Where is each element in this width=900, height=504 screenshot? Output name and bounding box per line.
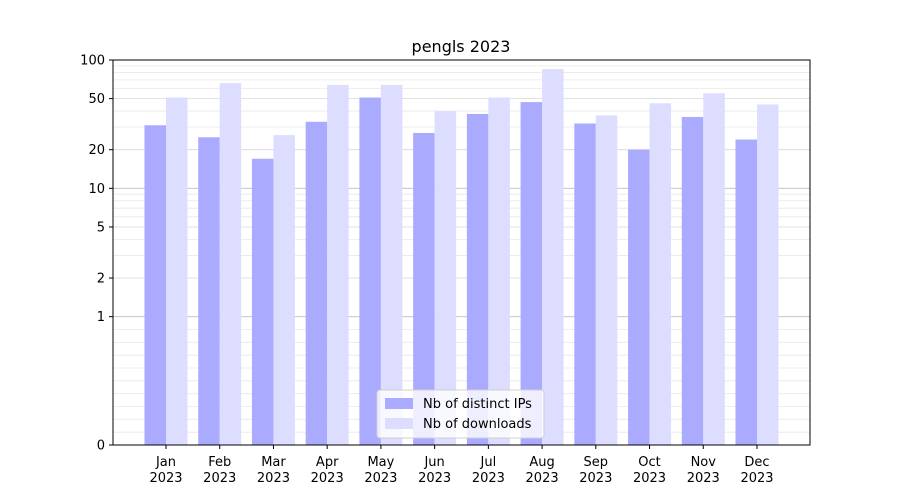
legend-label: Nb of downloads — [423, 417, 532, 432]
legend-swatch — [385, 418, 413, 429]
chart-title: pengls 2023 — [412, 37, 511, 56]
bars — [144, 69, 779, 446]
bar-distinct-ips — [413, 132, 435, 446]
x-axis: Jan 2023 Feb 2023 Mar 2023 Apr 2023 May 2023 Jun 20… — [149, 445, 774, 486]
y-tick-label: 50 — [88, 92, 105, 107]
bar-downloads — [380, 84, 403, 446]
bar-downloads — [488, 97, 510, 445]
x-tick-label: Aug 2023 — [526, 455, 559, 486]
y-tick-label: 10 — [88, 182, 105, 197]
x-tick-label: Jul 2023 — [472, 455, 505, 486]
plot-frame — [112, 59, 811, 446]
legend-label: Nb of distinct IPs — [423, 397, 532, 412]
bar-downloads — [649, 103, 672, 445]
bar-distinct-ips — [574, 123, 596, 446]
x-tick-label: Dec 2023 — [740, 455, 773, 486]
bar-downloads — [757, 104, 779, 445]
bar-distinct-ips — [520, 102, 543, 445]
x-tick-label: Nov 2023 — [687, 455, 720, 486]
bar-distinct-ips — [681, 116, 704, 446]
bar-downloads — [434, 111, 457, 445]
x-tick-label: Jun 2023 — [418, 455, 451, 486]
bar-downloads — [327, 84, 349, 446]
x-tick-label: Apr 2023 — [311, 455, 344, 486]
bar-distinct-ips — [198, 137, 220, 446]
y-tick-label: 2 — [97, 272, 105, 287]
legend-swatch — [385, 398, 413, 409]
bar-downloads — [595, 115, 618, 445]
x-tick-label: Jan 2023 — [149, 455, 182, 486]
legend: Nb of distinct IPs Nb of downloads — [376, 389, 545, 439]
x-tick-label: Sep 2023 — [579, 455, 612, 486]
x-tick-label: May 2023 — [364, 455, 397, 486]
bar-downloads — [273, 135, 295, 445]
bar-distinct-ips — [466, 113, 489, 446]
bar-distinct-ips — [305, 121, 328, 445]
bar-distinct-ips — [144, 125, 166, 446]
bar-downloads — [219, 83, 242, 445]
bar-distinct-ips — [735, 139, 757, 445]
bar-distinct-ips — [628, 149, 650, 445]
bar-distinct-ips — [359, 97, 381, 445]
y-tick-label: 1 — [97, 310, 105, 325]
x-tick-label: Oct 2023 — [633, 455, 666, 486]
bar-distinct-ips — [251, 158, 274, 446]
y-axis: 0 1 2 5 10 20 50 100 — [80, 54, 113, 454]
y-tick-label: 20 — [88, 143, 105, 158]
legend-box — [376, 389, 545, 439]
x-tick-label: Feb 2023 — [203, 455, 236, 486]
x-tick-label: Mar 2023 — [257, 455, 290, 486]
y-tick-label: 100 — [80, 54, 105, 69]
y-tick-label: 0 — [97, 439, 105, 454]
bar-downloads — [166, 97, 188, 445]
bar-downloads — [703, 93, 725, 445]
y-tick-label: 5 — [97, 220, 105, 235]
bar-downloads — [542, 69, 564, 445]
